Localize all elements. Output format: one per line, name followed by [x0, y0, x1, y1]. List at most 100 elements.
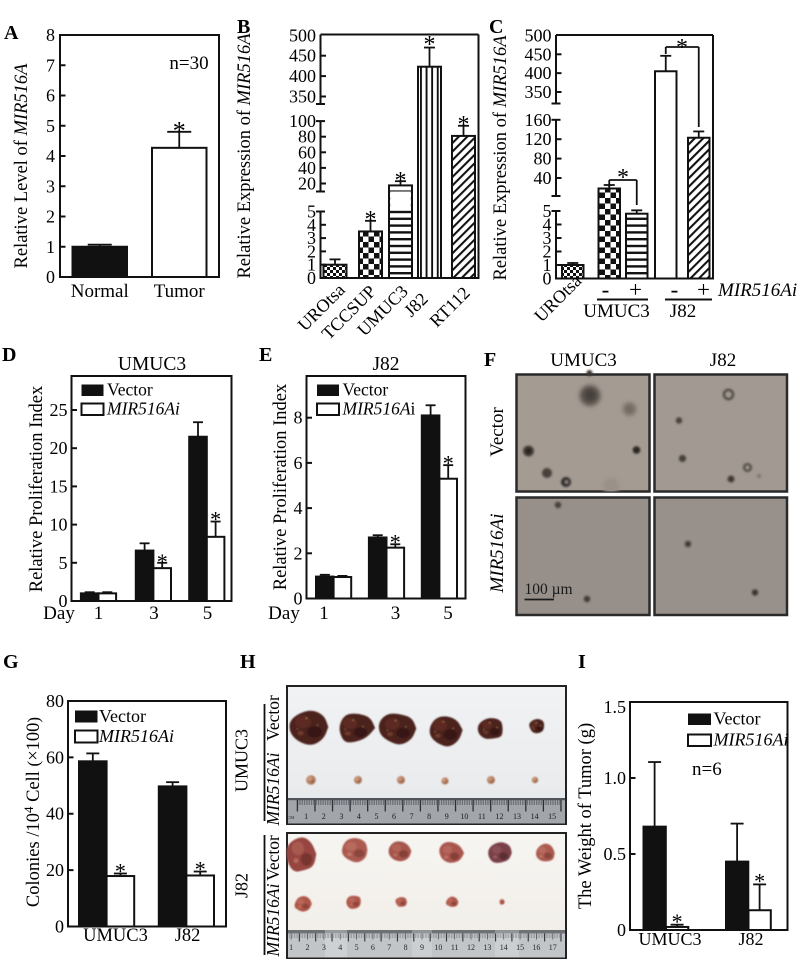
- svg-text:5: 5: [46, 116, 55, 136]
- svg-text:500: 500: [525, 25, 552, 45]
- svg-text:0: 0: [46, 267, 55, 287]
- svg-text:*: *: [754, 869, 765, 894]
- svg-text:0: 0: [543, 269, 552, 289]
- svg-text:15: 15: [548, 812, 556, 821]
- svg-text:J82: J82: [670, 301, 696, 322]
- svg-text:UMUC3: UMUC3: [83, 926, 148, 946]
- svg-text:13: 13: [483, 943, 491, 952]
- svg-text:60: 60: [46, 747, 64, 767]
- svg-text:6: 6: [46, 86, 55, 106]
- svg-text:9: 9: [445, 812, 449, 821]
- svg-text:120: 120: [525, 129, 552, 149]
- svg-text:3: 3: [307, 228, 316, 248]
- svg-text:100: 100: [289, 111, 316, 131]
- svg-text:B: B: [237, 16, 250, 38]
- svg-text:*: *: [157, 549, 168, 574]
- svg-text:2: 2: [543, 242, 552, 262]
- svg-text:MIR516Ai: MIR516Ai: [717, 280, 797, 301]
- svg-text:*: *: [210, 507, 221, 532]
- svg-text:UMUC3: UMUC3: [118, 354, 186, 375]
- svg-text:5: 5: [443, 603, 453, 624]
- svg-text:0: 0: [294, 589, 303, 609]
- svg-text:Vector: Vector: [487, 407, 508, 457]
- svg-text:*: *: [173, 116, 186, 145]
- svg-text:Relative Proliferation Index: Relative Proliferation Index: [27, 385, 47, 592]
- svg-text:*: *: [424, 32, 436, 58]
- svg-text:2: 2: [306, 943, 310, 952]
- svg-text:J82: J82: [372, 354, 399, 375]
- svg-text:1: 1: [304, 812, 308, 821]
- svg-text:4: 4: [338, 943, 342, 952]
- svg-text:12: 12: [495, 812, 503, 821]
- svg-text:3: 3: [46, 176, 55, 196]
- svg-text:J82: J82: [232, 873, 252, 898]
- svg-text:13: 13: [513, 812, 521, 821]
- svg-text:G: G: [3, 651, 19, 673]
- svg-text:Vector: Vector: [263, 835, 283, 881]
- svg-text:3: 3: [149, 603, 159, 624]
- svg-text:Relative Expression of MIR516A: Relative Expression of MIR516A: [491, 35, 511, 281]
- svg-text:8: 8: [404, 943, 408, 952]
- svg-text:10: 10: [460, 812, 468, 821]
- svg-text:0.5: 0.5: [604, 844, 627, 864]
- svg-text:*: *: [672, 909, 683, 934]
- svg-text:1: 1: [319, 603, 329, 624]
- svg-text:1: 1: [543, 255, 552, 275]
- svg-text:5: 5: [374, 812, 378, 821]
- svg-text:Vector: Vector: [263, 695, 283, 741]
- svg-text:8: 8: [294, 408, 303, 428]
- svg-text:7: 7: [387, 943, 391, 952]
- svg-text:400: 400: [289, 66, 316, 86]
- svg-text:*: *: [115, 859, 126, 884]
- svg-text:500: 500: [289, 25, 316, 45]
- svg-text:1.0: 1.0: [604, 768, 627, 788]
- svg-text:3: 3: [391, 603, 401, 624]
- svg-text:15: 15: [516, 943, 524, 952]
- svg-text:0: 0: [55, 917, 64, 937]
- svg-text:7: 7: [46, 55, 55, 75]
- svg-text:4: 4: [307, 215, 316, 235]
- svg-text:Vector: Vector: [107, 380, 153, 400]
- svg-text:D: D: [2, 344, 16, 366]
- svg-text:UMUC3: UMUC3: [232, 729, 252, 792]
- svg-text:0: 0: [617, 920, 626, 940]
- svg-text:MIR516Ai: MIR516Ai: [98, 726, 174, 746]
- svg-text:+: +: [697, 277, 710, 302]
- svg-text:n=6: n=6: [692, 759, 722, 780]
- svg-text:3: 3: [543, 228, 552, 248]
- svg-text:MIR516Ai: MIR516Ai: [713, 730, 789, 750]
- svg-text:5: 5: [203, 603, 213, 624]
- svg-text:J82: J82: [738, 929, 763, 949]
- svg-text:CM: CM: [287, 815, 294, 820]
- svg-text:14: 14: [531, 812, 539, 821]
- svg-text:400: 400: [525, 63, 552, 83]
- svg-text:Tumor: Tumor: [154, 281, 206, 302]
- svg-text:-: -: [602, 277, 610, 302]
- svg-text:Relative Expression of MIR516A: Relative Expression of MIR516A: [235, 33, 255, 279]
- svg-text:1: 1: [46, 237, 55, 257]
- svg-text:MIR516Ai: MIR516Ai: [263, 752, 283, 826]
- svg-text:15: 15: [50, 476, 68, 496]
- svg-text:MIR516Ai: MIR516Ai: [487, 513, 508, 593]
- svg-text:J82: J82: [710, 350, 736, 371]
- svg-text:*: *: [195, 857, 206, 882]
- svg-text:1: 1: [94, 603, 104, 624]
- svg-text:Vector: Vector: [714, 709, 761, 729]
- svg-text:350: 350: [289, 87, 316, 107]
- svg-text:8: 8: [427, 812, 431, 821]
- svg-text:80: 80: [298, 127, 316, 147]
- svg-text:16: 16: [532, 943, 540, 952]
- svg-text:E: E: [259, 344, 272, 366]
- svg-text:2: 2: [46, 207, 55, 227]
- svg-text:6: 6: [392, 812, 396, 821]
- svg-text:5: 5: [543, 201, 552, 221]
- svg-text:10: 10: [434, 943, 442, 952]
- svg-text:-: -: [671, 277, 679, 302]
- svg-text:UMUC3: UMUC3: [638, 929, 701, 949]
- svg-text:160: 160: [525, 110, 552, 130]
- svg-text:20: 20: [298, 174, 316, 194]
- svg-text:6: 6: [294, 453, 303, 473]
- svg-text:4: 4: [357, 812, 361, 821]
- svg-text:7: 7: [410, 812, 414, 821]
- svg-text:H: H: [240, 651, 256, 673]
